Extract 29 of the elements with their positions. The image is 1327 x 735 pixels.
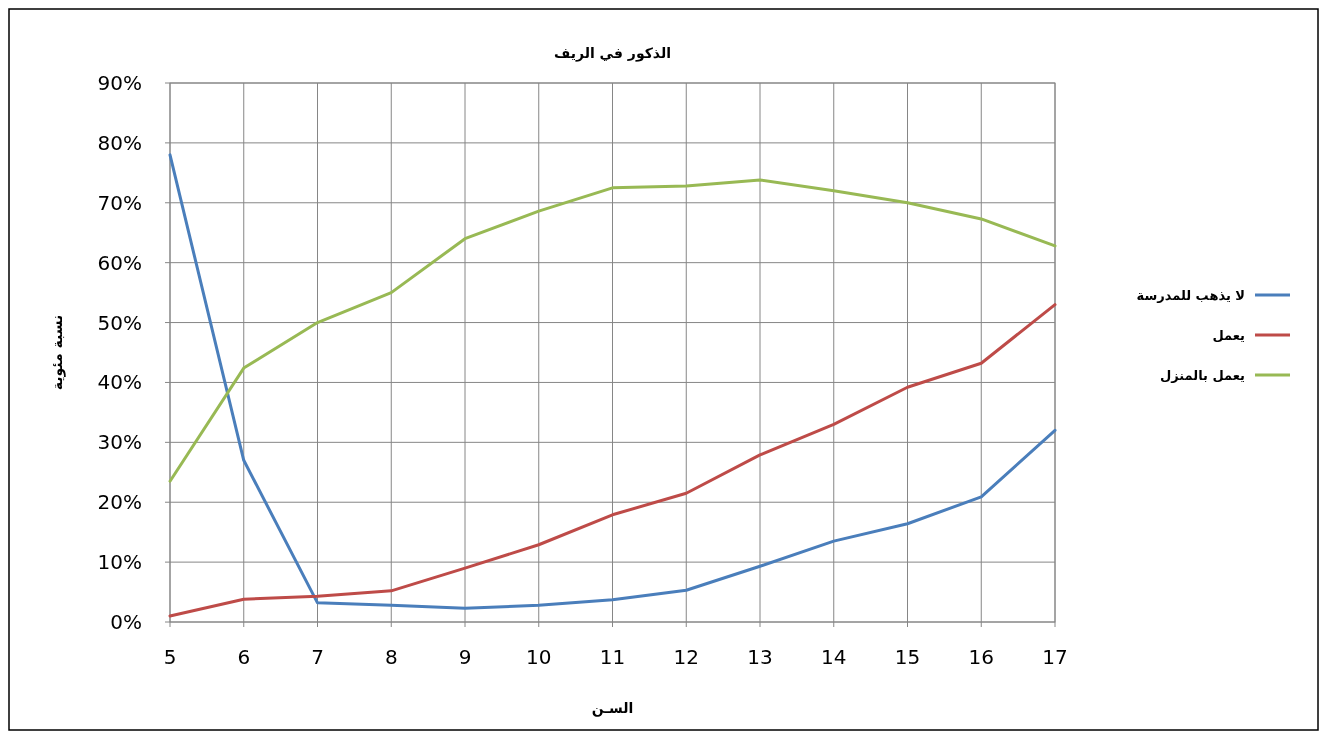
x-tick-label: 13: [747, 645, 773, 669]
y-tick-label: 20%: [97, 490, 142, 515]
y-tick-label: 0%: [110, 610, 142, 634]
y-tick-label: 80%: [97, 130, 142, 155]
y-axis-title: نسبة مئوية: [49, 314, 66, 391]
y-tick-label: 10%: [97, 550, 142, 575]
x-tick-label: 16: [968, 645, 994, 669]
x-tick-label: 5: [163, 645, 177, 669]
y-tick-label: 90%: [97, 71, 142, 95]
x-tick-label: 14: [821, 645, 847, 669]
legend-label: يعمل بالمنزل: [1159, 368, 1245, 383]
y-tick-label: 50%: [97, 310, 142, 335]
y-tick-label: 70%: [97, 190, 142, 215]
x-tick-label: 15: [894, 645, 921, 669]
x-tick-label: 9: [458, 645, 472, 669]
x-tick-label: 10: [526, 645, 552, 669]
y-tick-label: 60%: [97, 250, 142, 275]
x-tick-label: 7: [311, 645, 324, 669]
chart-title: الذكور في الريف: [554, 45, 671, 62]
x-tick-label: 17: [1042, 645, 1068, 669]
x-axis-title: السـن: [591, 700, 634, 717]
x-tick-label: 6: [237, 645, 251, 669]
y-tick-label: 30%: [97, 430, 142, 455]
x-tick-label: 8: [384, 645, 398, 669]
x-tick-label: 12: [673, 645, 699, 669]
y-tick-label: 40%: [97, 370, 142, 395]
legend-label: لا يذهب للمدرسة: [1136, 288, 1245, 303]
legend-label: يعمل: [1212, 328, 1245, 343]
x-tick-label: 11: [599, 645, 626, 669]
